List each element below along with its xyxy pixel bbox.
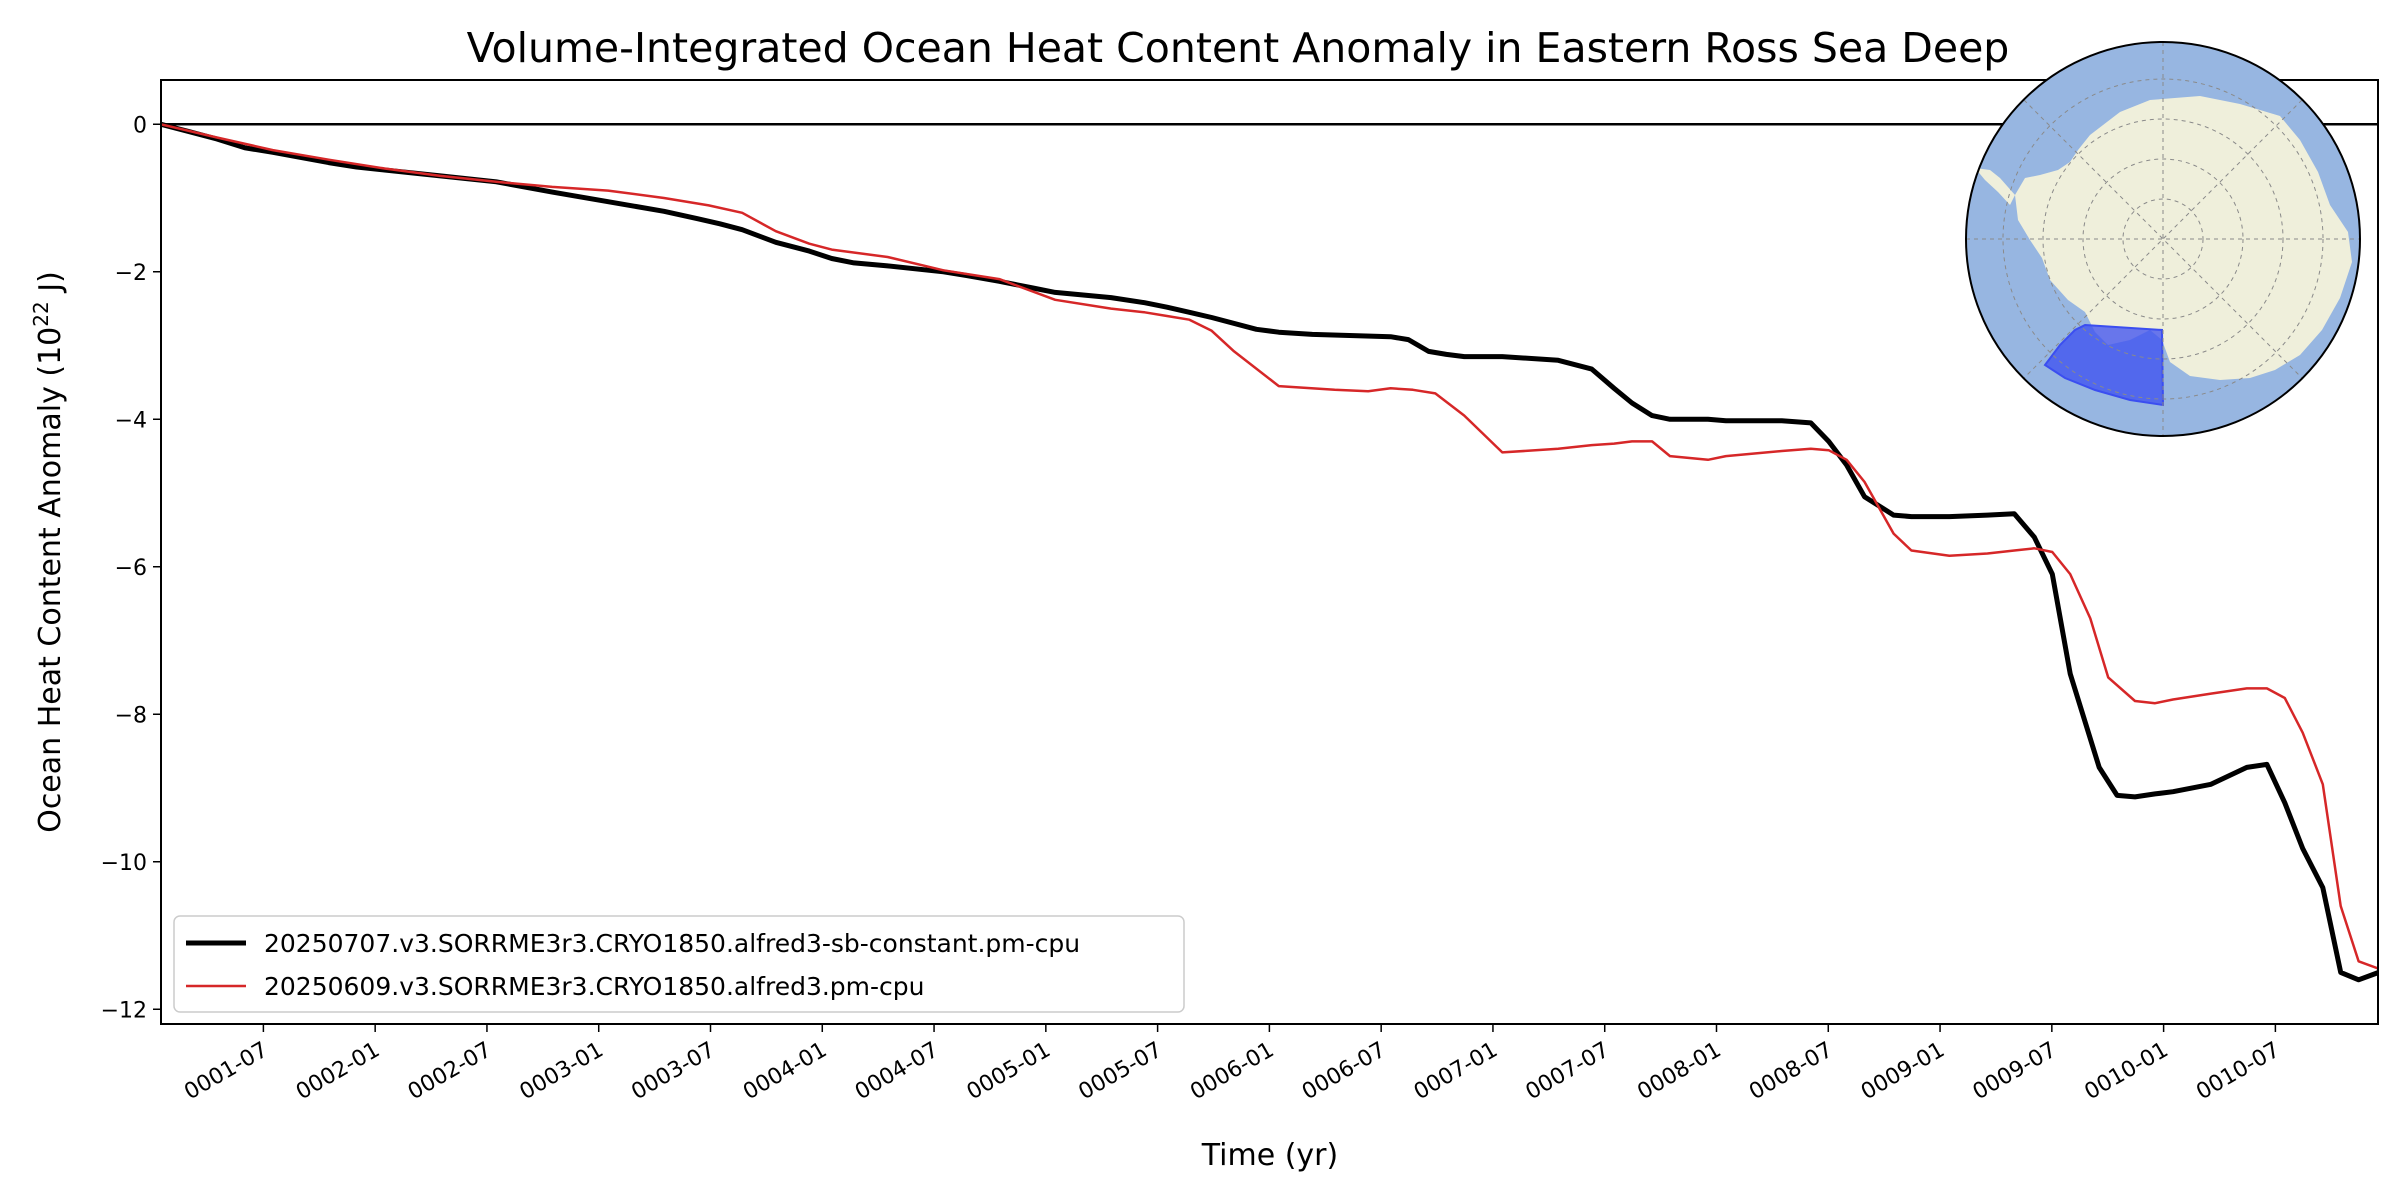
- graticule: [1966, 42, 2360, 436]
- series-layer: [161, 121, 2378, 983]
- x-tick-label-8: 0005-07: [1075, 1038, 1167, 1106]
- antarctic-peninsula: [1975, 168, 2015, 205]
- y-axis: 0 −2 −4 −6 −8 −10 −12: [101, 113, 161, 1023]
- x-tick-label-7: 0005-01: [963, 1038, 1055, 1106]
- x-tick-label-12: 0007-07: [1522, 1038, 1614, 1106]
- y-tick-label-2: −4: [115, 408, 147, 433]
- x-tick-label-11: 0007-01: [1410, 1038, 1502, 1106]
- eastern-ross-sea-region: [2043, 323, 2165, 407]
- y-axis-title-suffix: J): [33, 271, 68, 301]
- antarctica-landmass: [2015, 96, 2352, 380]
- chart-title: Volume-Integrated Ocean Heat Content Ano…: [467, 24, 2010, 72]
- x-tick-label-14: 0008-07: [1745, 1038, 1837, 1106]
- x-tick-label-4: 0003-07: [627, 1038, 719, 1106]
- legend-label-red: 20250609.v3.SORRME3r3.CRYO1850.alfred3.p…: [264, 972, 925, 1001]
- y-tick-label-5: −10: [101, 851, 147, 876]
- x-tick-label-15: 0009-01: [1857, 1038, 1949, 1106]
- x-tick-label-10: 0006-07: [1298, 1038, 1390, 1106]
- y-tick-label-6: −12: [101, 998, 147, 1023]
- x-tick-label-13: 0008-01: [1633, 1038, 1725, 1106]
- antarctica-region-map: [1965, 41, 2361, 437]
- x-axis-title: Time (yr): [1201, 1138, 1338, 1173]
- x-tick-label-9: 0006-01: [1186, 1038, 1278, 1106]
- y-tick-label-1: −2: [115, 261, 147, 286]
- y-tick-label-4: −8: [115, 703, 147, 728]
- x-tick-label-17: 0010-01: [2081, 1038, 2173, 1106]
- series-line-1: [161, 123, 2378, 970]
- x-tick-label-1: 0002-01: [292, 1038, 384, 1106]
- y-tick-label-3: −6: [115, 556, 147, 581]
- x-tick-label-16: 0009-07: [1969, 1038, 2061, 1106]
- y-axis-title-prefix: Ocean Heat Content Anomaly (10: [33, 327, 68, 833]
- x-tick-label-2: 0002-07: [404, 1038, 496, 1106]
- y-axis-title: Ocean Heat Content Anomaly (1022 J): [29, 271, 68, 833]
- x-tick-label-18: 0010-07: [2192, 1038, 2284, 1106]
- legend-frame: [173, 915, 1185, 1013]
- x-tick-label-5: 0004-01: [739, 1038, 831, 1106]
- x-tick-label-6: 0004-07: [851, 1038, 943, 1106]
- globe-outline: [1965, 41, 2361, 437]
- y-tick-label-0: 0: [133, 113, 147, 138]
- x-tick-label-3: 0003-01: [516, 1038, 608, 1106]
- x-axis: 0001-07 0002-01 0002-07 0003-01 0003-07 0004-…: [180, 1024, 2284, 1105]
- legend: 20250707.v3.SORRME3r3.CRYO1850.alfred3-s…: [173, 915, 1185, 1013]
- y-axis-title-exponent: 22: [29, 301, 53, 326]
- legend-label-black: 20250707.v3.SORRME3r3.CRYO1850.alfred3-s…: [264, 929, 1080, 958]
- series-line-0: [161, 121, 2378, 983]
- x-tick-label-0: 0001-07: [180, 1038, 272, 1106]
